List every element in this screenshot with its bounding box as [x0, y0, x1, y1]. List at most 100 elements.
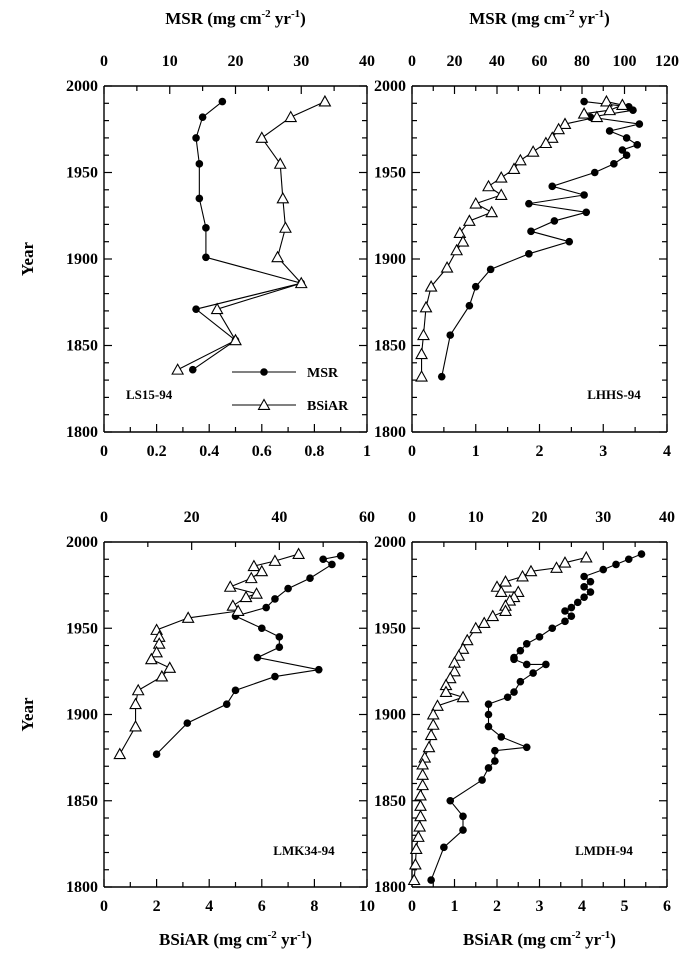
msr-point	[328, 560, 336, 569]
bsiar-point	[603, 103, 617, 116]
y-tick-label: 1900	[374, 251, 406, 268]
bsiar-point	[440, 261, 454, 273]
bsiar-point	[131, 683, 145, 696]
msr-point	[202, 253, 210, 262]
legend-label-bsiar: BSiAR	[307, 399, 349, 414]
top-tick-label: 0	[100, 53, 108, 70]
bottom-tick-label: 3	[536, 898, 544, 915]
axis-title-part: )	[306, 930, 312, 949]
top-axis-title-0: MSR (mg cm-2 yr-1)	[165, 8, 306, 28]
bsiar-point	[419, 300, 433, 313]
axis-title-part: yr	[277, 930, 298, 949]
bsiar-point	[558, 556, 572, 568]
bsiar-point	[615, 98, 629, 110]
axis-title-part: -1	[291, 8, 300, 20]
top-axis-title-1: MSR (mg cm-2 yr-1)	[469, 8, 610, 28]
msr-point	[336, 552, 345, 560]
msr-point	[629, 106, 637, 115]
axis-title-part: -1	[601, 929, 610, 941]
axis-title-part: -2	[572, 929, 582, 941]
top-tick-label: 20	[532, 509, 548, 526]
bsiar-point	[424, 280, 438, 292]
y-axis-title: Year	[18, 697, 37, 731]
axis-title-part: )	[604, 9, 610, 28]
msr-point	[478, 776, 486, 784]
msr-point	[510, 655, 518, 664]
msr-point	[567, 603, 576, 612]
top-tick-label: 40	[271, 509, 287, 526]
msr-point	[284, 584, 292, 593]
bottom-tick-label: 0	[100, 443, 108, 460]
bsiar-point	[526, 145, 540, 157]
bsiar-point	[414, 799, 427, 811]
msr-point	[561, 607, 569, 615]
top-tick-label: 60	[532, 53, 548, 70]
bsiar-point	[268, 554, 282, 566]
msr-point	[484, 764, 493, 772]
msr-point	[152, 750, 161, 758]
bottom-tick-label: 2	[493, 898, 501, 915]
bsiar-point	[539, 136, 553, 149]
bsiar-point	[409, 842, 423, 855]
y-tick-label: 1950	[66, 165, 98, 182]
bottom-tick-label: 1	[363, 443, 371, 460]
msr-point	[637, 550, 646, 558]
bottom-tick-label: 0.6	[252, 443, 272, 460]
msr-point	[503, 693, 512, 702]
top-tick-label: 0	[408, 509, 416, 526]
bsiar-point	[477, 616, 491, 629]
msr-point	[446, 331, 455, 339]
msr-point	[582, 208, 591, 217]
top-tick-label: 20	[447, 53, 463, 70]
msr-point	[271, 672, 279, 681]
msr-point	[202, 224, 210, 232]
msr-point	[565, 237, 574, 246]
bsiar-point	[462, 214, 476, 226]
msr-point	[612, 560, 620, 569]
bsiar-point	[255, 564, 269, 577]
axis-title-part: BSiAR (mg cm	[159, 930, 268, 949]
series-line-msr	[441, 101, 640, 377]
msr-point	[622, 151, 631, 159]
msr-point	[275, 633, 284, 641]
series-line-msr	[430, 553, 642, 881]
msr-point	[183, 719, 192, 727]
bsiar-point	[223, 580, 237, 592]
msr-point	[222, 700, 231, 708]
y-tick-label: 1850	[66, 793, 98, 810]
bottom-axis-title-2: BSiAR (mg cm-2 yr-1)	[159, 929, 312, 949]
msr-point	[605, 127, 614, 135]
top-tick-label: 60	[359, 509, 375, 526]
msr-point	[484, 722, 493, 731]
msr-point	[484, 710, 493, 719]
msr-point	[253, 653, 262, 662]
bsiar-point	[416, 768, 430, 780]
msr-point	[580, 583, 588, 591]
bsiar-point	[469, 197, 483, 209]
top-tick-label: 40	[659, 509, 675, 526]
msr-point	[573, 598, 582, 607]
top-tick-label: 120	[655, 53, 679, 70]
bsiar-point	[415, 370, 428, 382]
bottom-tick-label: 0	[408, 443, 416, 460]
y-tick-label: 1800	[374, 879, 406, 896]
bsiar-point	[450, 243, 464, 256]
axis-title-part: -1	[595, 8, 604, 20]
bsiar-point	[600, 94, 613, 107]
msr-point	[580, 572, 588, 581]
legend-label-msr: MSR	[307, 366, 339, 381]
msr-point	[590, 168, 599, 177]
bsiar-point	[414, 809, 427, 822]
bsiar-point	[443, 671, 457, 684]
bsiar-point	[271, 250, 285, 263]
bottom-tick-label: 1	[451, 898, 459, 915]
bsiar-point	[494, 171, 508, 183]
msr-point	[258, 624, 266, 633]
msr-point	[624, 555, 633, 564]
msr-point	[586, 588, 595, 596]
y-tick-label: 1800	[66, 424, 98, 441]
top-tick-label: 0	[408, 53, 416, 70]
bsiar-point	[456, 642, 470, 654]
